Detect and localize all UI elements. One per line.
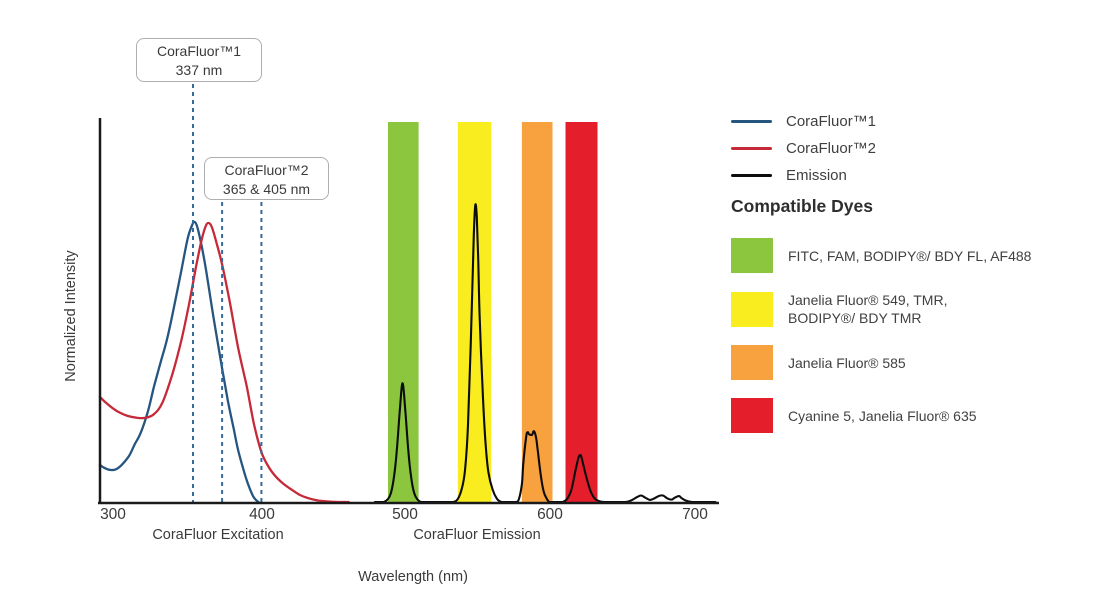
callout-corafluor2: CoraFluor™2 365 & 405 nm <box>204 157 329 200</box>
excitation-range-label: CoraFluor Excitation <box>152 527 284 543</box>
legend-label: CoraFluor™2 <box>786 140 877 157</box>
series-legend: CoraFluor™1 CoraFluor™2 Emission <box>731 108 876 189</box>
dye-item-fitc: FITC, FAM, BODIPY®/ BDY FL, AF488 <box>731 238 1031 273</box>
dye-label-line: FITC, FAM, BODIPY®/ BDY FL, AF488 <box>788 247 1032 264</box>
curve-corafluor-1 <box>98 220 260 504</box>
x-axis-title: Wavelength (nm) <box>358 569 468 585</box>
dye-label-line: Janelia Fluor® 549, TMR, <box>788 292 948 308</box>
compatible-dyes-list: FITC, FAM, BODIPY®/ BDY FL, AF488 Janeli… <box>731 238 1031 433</box>
curve-corafluor-2 <box>98 221 350 504</box>
emission-line-swatch <box>731 174 772 177</box>
green-filter-swatch <box>731 238 773 273</box>
dye-label: Janelia Fluor® 585 <box>788 354 906 372</box>
yellow-filter-swatch <box>731 291 773 327</box>
orange-filter-swatch <box>731 345 773 380</box>
callout-corafluor2-wavelength: 365 & 405 nm <box>222 181 311 197</box>
dye-label: Janelia Fluor® 549, TMR, BODIPY®/ BDY TM… <box>788 291 947 327</box>
legend-label: CoraFluor™1 <box>786 113 877 130</box>
callout-corafluor2-name: CoraFluor™2 <box>224 162 309 178</box>
dye-label-line: Cyanine 5, Janelia Fluor® 635 <box>788 407 977 424</box>
dye-label-line: BODIPY®/ BDY TMR <box>788 310 922 326</box>
corafluor2-line-swatch <box>731 147 772 150</box>
x-tick-700: 700 <box>682 506 708 523</box>
dye-label: FITC, FAM, BODIPY®/ BDY FL, AF488 <box>788 247 1031 265</box>
spectra-chart <box>98 84 719 505</box>
x-tick-400: 400 <box>249 506 275 523</box>
x-tick-300: 300 <box>100 506 126 523</box>
emission-range-label: CoraFluor Emission <box>413 527 541 543</box>
dye-item-cy5: Cyanine 5, Janelia Fluor® 635 <box>731 398 1031 433</box>
legend-item-corafluor1: CoraFluor™1 <box>731 108 876 135</box>
dye-item-jf585: Janelia Fluor® 585 <box>731 345 1031 380</box>
legend-item-emission: Emission <box>731 162 876 189</box>
dye-label-line: Janelia Fluor® 585 <box>788 354 906 371</box>
y-axis-title: Normalized Intensity <box>63 250 79 382</box>
legend-label: Emission <box>786 167 847 184</box>
filter-band-1 <box>388 122 419 502</box>
callout-corafluor1-name: CoraFluor™1 <box>156 43 242 59</box>
dye-item-jf549: Janelia Fluor® 549, TMR, BODIPY®/ BDY TM… <box>731 291 1031 327</box>
x-tick-500: 500 <box>392 506 418 523</box>
excitation-marker-lines <box>192 84 263 502</box>
compatible-dyes-heading: Compatible Dyes <box>731 196 873 216</box>
red-filter-swatch <box>731 398 773 433</box>
x-tick-600: 600 <box>537 506 563 523</box>
filter-bands <box>388 122 598 502</box>
legend-item-corafluor2: CoraFluor™2 <box>731 135 876 162</box>
corafluor1-line-swatch <box>731 120 772 123</box>
dye-label: Cyanine 5, Janelia Fluor® 635 <box>788 407 977 425</box>
callout-corafluor1-wavelength: 337 nm <box>175 62 223 78</box>
callout-corafluor1: CoraFluor™1 337 nm <box>136 38 262 82</box>
filter-band-4 <box>565 122 598 502</box>
